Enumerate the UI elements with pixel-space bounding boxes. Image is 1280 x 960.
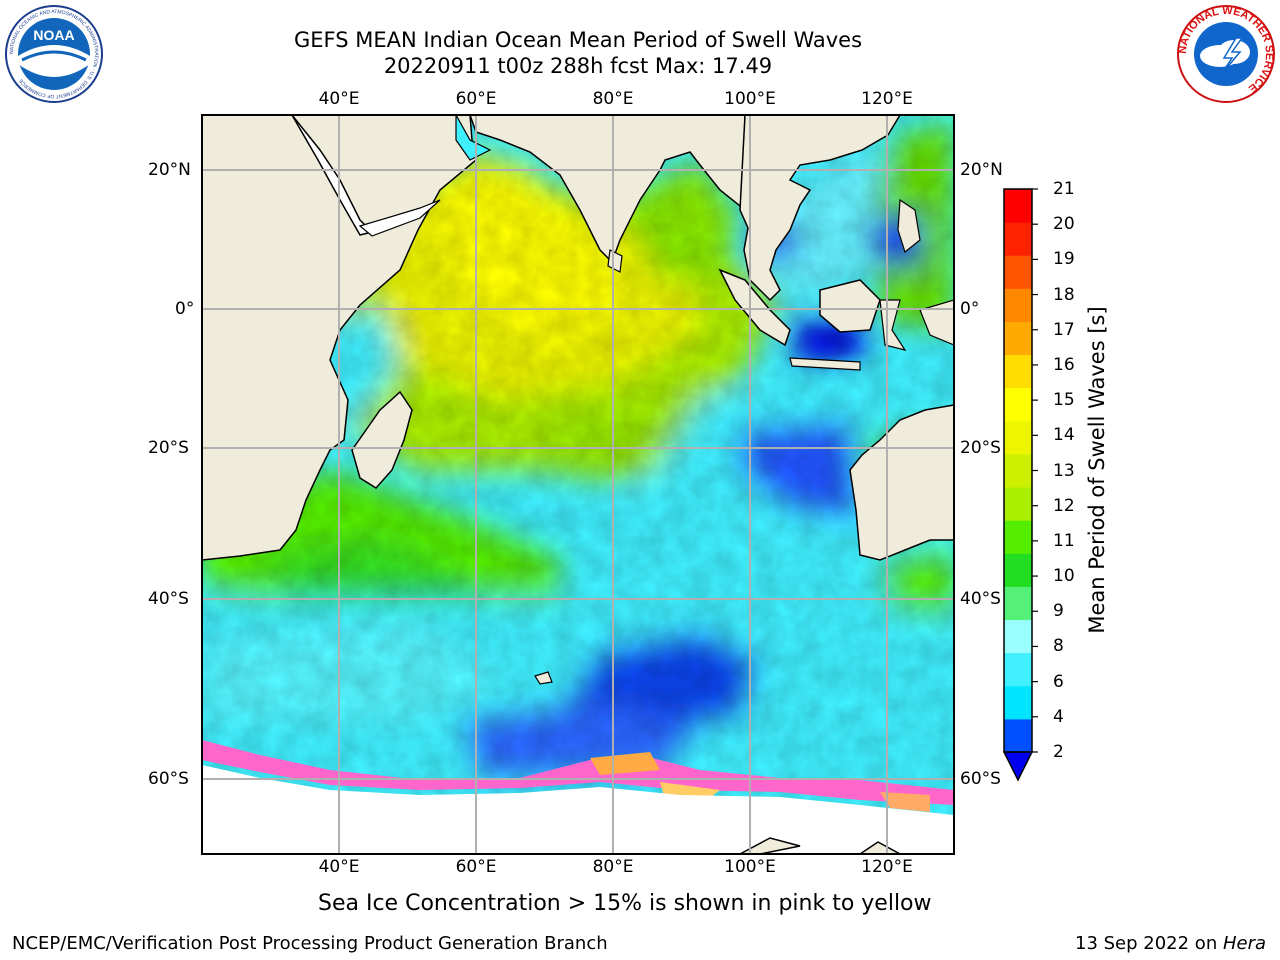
colorbar-tick-label: 4 [1053,706,1064,727]
colorbar-band [1004,619,1032,654]
colorbar-tick-label: 19 [1053,249,1075,270]
lat-label-right: 20°N [960,160,1003,180]
colorbar-band [1004,586,1032,621]
colorbar-tick-label: 12 [1053,495,1075,516]
lon-label-bottom: 80°E [592,857,634,877]
colorbar-tick-label: 10 [1053,566,1075,587]
lat-label-left: 60°S [148,769,189,789]
colorbar-tick-label: 13 [1053,460,1075,481]
lat-label-left: 20°S [148,438,189,458]
colorbar-band [1004,321,1032,356]
colorbar-band [1004,420,1032,455]
map-gridlines [202,115,954,854]
colorbar-tick-label: 11 [1053,530,1075,551]
colorbar-tick-label: 8 [1053,636,1064,657]
nws-logo: NATIONAL WEATHER SERVICE [1177,5,1275,103]
colorbar-band [1004,718,1032,753]
credit-host: Hera [1222,933,1266,954]
southeast-asia-landmass [739,115,901,302]
sea-ice-footnote: Sea Ice Concentration > 15% is shown in … [318,891,932,916]
lat-label-left: 40°S [148,589,189,609]
colorbar-band [1004,487,1032,521]
colorbar-tick-label: 16 [1053,354,1075,375]
australia-landmass [849,404,954,561]
colorbar-band [1004,354,1032,389]
lon-label-top: 60°E [455,89,497,109]
lon-label-bottom: 100°E [724,857,776,877]
colorbar-tick-label: 6 [1053,671,1064,692]
colorbar-band [1004,520,1032,554]
lon-label-top: 40°E [318,89,360,109]
chart-subtitle: 20220911 t00z 288h fcst Max: 17.49 [383,54,773,78]
colorbar-tick-label: 20 [1053,214,1075,235]
colorbar-band [1004,288,1032,322]
colorbar-band [1004,685,1032,720]
colorbar-tick-label: 15 [1053,390,1075,411]
noaa-logo: NOAA NATIONAL OCEANIC AND ATMOSPHERIC AD… [5,5,103,103]
colorbar-label: Mean Period of Swell Waves [s] [1085,306,1109,634]
lat-label-left: 0° [175,299,195,319]
lat-label-left: 20°N [148,160,191,180]
lat-label-right: 0° [960,299,980,319]
madagascar [351,390,413,489]
colorbar-tick-label: 2 [1053,742,1064,762]
map-frame [201,114,955,855]
lon-label-bottom: 120°E [861,857,913,877]
lon-label-bottom: 60°E [455,857,497,877]
colorbar-tick-label: 14 [1053,425,1075,446]
sea-ice-band [202,740,954,805]
colorbar-band [1004,387,1032,422]
lat-label-right: 40°S [960,589,1001,609]
colorbar-tick-label: 21 [1053,179,1075,199]
lon-label-bottom: 40°E [318,857,360,877]
colorbar-band [1004,255,1032,289]
credit-organization: NCEP/EMC/Verification Post Processing Pr… [12,933,608,954]
chart-title: GEFS MEAN Indian Ocean Mean Period of Sw… [293,28,863,52]
credit-date: 13 Sep 2022 on Hera [1075,933,1266,954]
lon-label-top: 120°E [861,89,913,109]
credit-date-text: 13 Sep 2022 on [1075,933,1223,954]
colorbar-tick-label: 18 [1053,284,1075,305]
lon-label-top: 100°E [724,89,776,109]
lon-label-top: 80°E [592,89,634,109]
colorbar-tick-label: 9 [1053,601,1064,622]
colorbar-band [1004,453,1032,488]
colorbar-under-arrow [1002,751,1034,782]
noaa-logo-text: NOAA [33,27,74,43]
colorbar-band [1004,189,1032,223]
lat-label-right: 20°S [960,438,1001,458]
colorbar [1002,188,1038,782]
colorbar-tick-label: 17 [1053,319,1075,340]
lat-label-right: 60°S [960,769,1001,789]
antarctica-region [202,765,954,854]
colorbar-band [1004,553,1032,587]
india-landmass [469,115,746,264]
colorbar-band [1004,222,1032,256]
colorbar-band [1004,652,1032,687]
